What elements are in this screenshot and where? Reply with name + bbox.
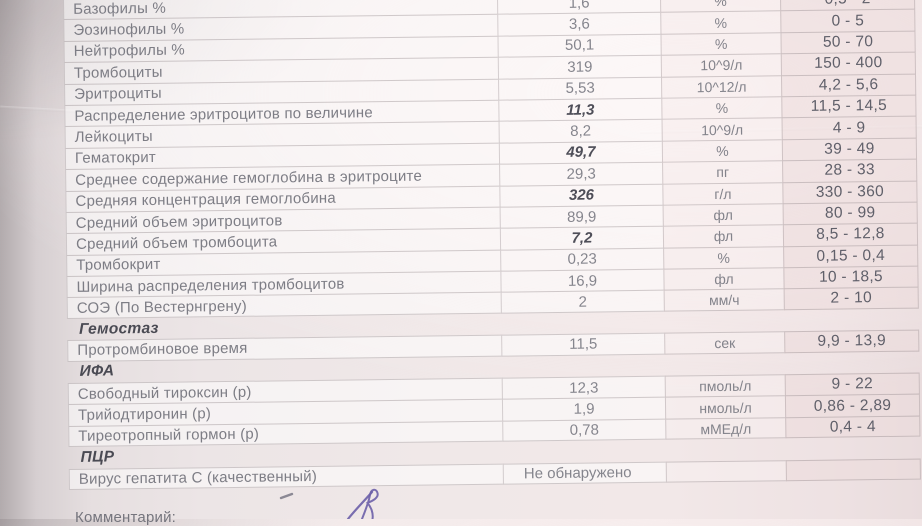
reference-range: 0,15 - 0,4 bbox=[816, 246, 886, 265]
test-unit: % bbox=[714, 14, 728, 31]
test-unit: нмоль/л bbox=[699, 399, 752, 416]
test-value: 326 bbox=[568, 186, 595, 205]
reference-range: 0,5 - 2 bbox=[824, 0, 870, 9]
reference-range: 330 - 360 bbox=[815, 182, 885, 201]
section-title: Гемостаз bbox=[78, 319, 159, 338]
test-value: 49,7 bbox=[566, 143, 596, 162]
test-value: 8,2 bbox=[570, 122, 592, 140]
test-name: Средняя концентрация гемоглобина bbox=[75, 189, 336, 211]
test-value: 319 bbox=[567, 58, 593, 76]
test-name: Свободный тироксин (р) bbox=[77, 383, 252, 403]
reference-range: 9 - 22 bbox=[831, 375, 874, 393]
test-unit: фл bbox=[714, 271, 734, 288]
test-unit: 10^9/л bbox=[700, 57, 743, 74]
test-unit: % bbox=[714, 0, 727, 10]
test-unit: фл bbox=[713, 206, 733, 224]
reference-range: 39 - 49 bbox=[824, 140, 875, 158]
reference-range: 2 - 10 bbox=[830, 289, 873, 307]
test-name: Трийодтиронин (р) bbox=[77, 405, 212, 424]
test-name: Тиреотропный гормон (р) bbox=[78, 425, 260, 445]
test-name: Тромбоциты bbox=[73, 63, 163, 82]
test-name: Вирус гепатита С (качественный) bbox=[78, 467, 318, 488]
test-value: 0,78 bbox=[569, 421, 600, 439]
test-unit: сек bbox=[714, 334, 736, 352]
reference-range: 8,5 - 12,8 bbox=[816, 225, 885, 244]
test-name: Средний объем эритроцитов bbox=[75, 211, 283, 232]
section-title: ИФА bbox=[79, 362, 115, 381]
reference-range: 28 - 33 bbox=[824, 161, 875, 180]
reference-range: 0,4 - 4 bbox=[829, 417, 876, 436]
results-table: Базофилы % 1,6 % 0,5 - 2 Эозинофилы % 3,… bbox=[63, 0, 921, 490]
test-unit: 10^9/л bbox=[701, 121, 744, 138]
test-unit: % bbox=[714, 35, 728, 53]
test-value: 5,53 bbox=[565, 79, 595, 98]
test-name: Средний объем тромбоцита bbox=[75, 233, 278, 253]
test-value: Не обнаружено bbox=[523, 463, 632, 483]
test-name: Тромбокрит bbox=[76, 256, 161, 275]
test-value: 11,3 bbox=[566, 101, 595, 119]
reference-range: 150 - 400 bbox=[814, 54, 883, 73]
test-value: 7,2 bbox=[571, 229, 593, 247]
test-value: 1,9 bbox=[573, 400, 595, 418]
comment-label: Комментарий: bbox=[75, 509, 177, 526]
test-name: Ширина распределения тромбоцитов bbox=[76, 275, 345, 296]
test-unit: г/л bbox=[714, 185, 732, 202]
test-value: 50,1 bbox=[564, 36, 595, 55]
reference-range: 9,9 - 13,9 bbox=[817, 331, 887, 350]
test-name: Протромбиновое время bbox=[77, 340, 248, 360]
test-value: 2 bbox=[578, 293, 588, 311]
test-value: 16,9 bbox=[567, 272, 598, 290]
test-value: 11,5 bbox=[569, 335, 598, 354]
test-name: Нейтрофилы % bbox=[73, 41, 186, 61]
test-unit: % bbox=[717, 249, 731, 266]
test-name: Базофилы % bbox=[73, 0, 167, 18]
reference-range: 4 - 9 bbox=[832, 118, 866, 137]
test-value: 89,9 bbox=[566, 208, 597, 226]
test-name: Эритроциты bbox=[74, 85, 162, 104]
test-name: Гематокрит bbox=[74, 149, 157, 168]
test-unit: мМЕд/л bbox=[700, 420, 752, 437]
test-name: Эозинофилы % bbox=[73, 20, 185, 39]
test-name: Лейкоциты bbox=[74, 127, 153, 146]
test-value: 1,6 bbox=[568, 0, 590, 12]
test-unit: % bbox=[715, 100, 729, 117]
test-unit: пмоль/л bbox=[699, 377, 752, 395]
reference-range: 50 - 70 bbox=[822, 33, 874, 51]
test-value: 29,3 bbox=[566, 165, 596, 183]
test-unit: мм/ч bbox=[708, 291, 740, 309]
reference-range: 80 - 99 bbox=[824, 204, 876, 222]
test-unit: % bbox=[716, 142, 729, 159]
test-value: 3,6 bbox=[568, 15, 590, 33]
test-value: 0,23 bbox=[567, 250, 597, 269]
reference-range: 4,2 - 5,6 bbox=[818, 75, 879, 94]
reference-range: 11,5 - 14,5 bbox=[810, 97, 888, 116]
test-unit: фл bbox=[713, 228, 734, 245]
test-unit: пг bbox=[716, 164, 730, 181]
section-title: ПЦР bbox=[80, 448, 115, 466]
test-name: Среднее содержание гемоглобина в эритроц… bbox=[75, 167, 423, 189]
reference-range: 10 - 18,5 bbox=[818, 268, 884, 287]
reference-range: 0,86 - 2,89 bbox=[813, 396, 892, 415]
test-unit: 10^12/л bbox=[696, 78, 747, 96]
test-name: СОЭ (По Вестернгрену) bbox=[76, 297, 247, 317]
test-name: Распределение эритроцитов по величине bbox=[74, 103, 373, 125]
test-value: 12,3 bbox=[569, 379, 599, 397]
reference-range: 0 - 5 bbox=[831, 11, 865, 30]
